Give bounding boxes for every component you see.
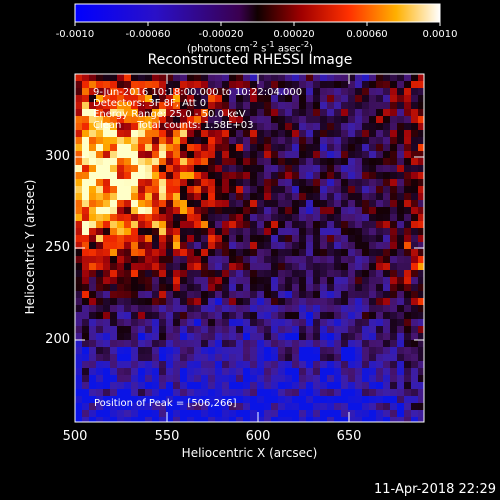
colorbar-gradient [74, 3, 441, 23]
peak-position-label: Position of Peak = [506,266] [94, 398, 237, 409]
colorbar-tick: -0.00020 [199, 29, 244, 40]
x-axis-label: Heliocentric X (arcsec) [181, 446, 318, 460]
y-axis-label: Heliocentric Y (arcsec) [23, 179, 37, 315]
plot-title: Reconstructed RHESSI Image [147, 52, 353, 68]
y-tick-label: 300 [45, 149, 70, 164]
x-tick-label: 600 [245, 429, 271, 444]
colorbar-tick: -0.0010 [56, 29, 95, 40]
x-tick-label: 500 [62, 429, 88, 444]
x-tick-label: 550 [154, 429, 180, 444]
info-detectors: Detectors: 3F 8F, Att 0 [93, 98, 207, 109]
colorbar-tick: 0.00020 [273, 29, 314, 40]
info-total-counts: Clean Total counts: 1.58E+03 [93, 120, 254, 131]
x-tick-label: 650 [336, 429, 362, 444]
footer-timestamp: 11-Apr-2018 22:29 [374, 482, 496, 497]
info-energy-range: Energy Range: 25.0 - 50.0 keV [93, 109, 246, 120]
colorbar-tick: -0.00060 [126, 29, 171, 40]
colorbar-tick: 0.0010 [423, 29, 458, 40]
colorbar-tick: 0.00060 [346, 29, 387, 40]
y-tick-label: 200 [45, 332, 70, 347]
colorbar: -0.0010 -0.00060 -0.00020 0.00020 0.0006… [56, 3, 458, 40]
colorbar-units: (photons cm-2 s-1 asec-2) [186, 39, 314, 55]
info-time-range: 9-Jun-2016 10:18:00.000 to 10:22:04.000 [93, 87, 303, 98]
y-tick-label: 250 [45, 240, 70, 255]
observation-info: 9-Jun-2016 10:18:00.000 to 10:22:04.000 … [93, 87, 302, 131]
